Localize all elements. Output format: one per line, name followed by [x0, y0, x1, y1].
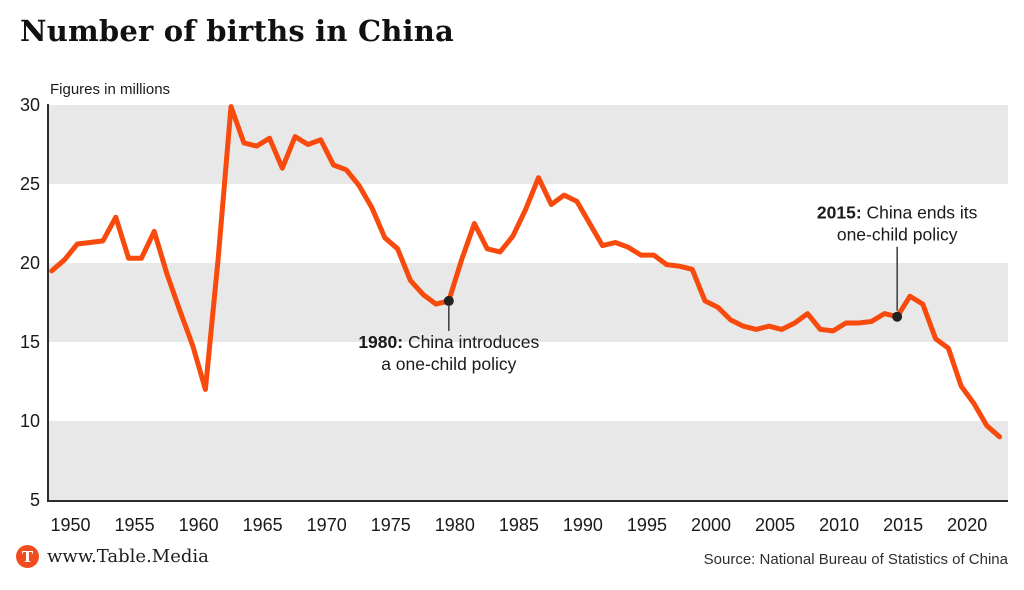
axis-lines [47, 104, 1008, 502]
x-tick-label: 1980 [435, 515, 475, 535]
y-tick-label: 10 [20, 411, 40, 431]
births-line [49, 104, 1003, 440]
x-tick-label: 1955 [115, 515, 155, 535]
brand-footer: T www.Table.Media [16, 545, 209, 568]
annotation-text-line1: 1980: China introduces [358, 332, 539, 352]
grid-band [48, 105, 1008, 184]
y-tick-label: 30 [20, 95, 40, 115]
annotation-text-line1: 2015: China ends its [817, 203, 978, 223]
annotation-dot [443, 295, 454, 306]
x-tick-label: 1950 [50, 515, 90, 535]
x-tick-label: 1985 [499, 515, 539, 535]
x-tick-label: 2015 [883, 515, 923, 535]
y-tick-label: 5 [30, 490, 40, 510]
y-tick-label: 15 [20, 332, 40, 352]
x-tick-label: 1995 [627, 515, 667, 535]
brand-url: www.Table.Media [47, 546, 209, 567]
x-tick-label: 2010 [819, 515, 859, 535]
source-credit: Source: National Bureau of Statistics of… [703, 551, 1008, 568]
table-media-logo-icon: T [16, 545, 39, 568]
y-axis-unit-label: Figures in millions [50, 81, 171, 98]
x-tick-label: 1965 [243, 515, 283, 535]
annotation-text-line2: one-child policy [837, 225, 958, 245]
annotation-text-line2: a one-child policy [381, 354, 516, 374]
grid-band [48, 421, 1008, 500]
y-tick-label: 20 [20, 253, 40, 273]
grid-band [48, 263, 1008, 342]
x-tick-label: 2000 [691, 515, 731, 535]
x-tick-label: 1975 [371, 515, 411, 535]
x-tick-label: 1960 [179, 515, 219, 535]
x-tick-label: 2005 [755, 515, 795, 535]
annotation-dot [892, 311, 903, 322]
x-tick-label: 2020 [947, 515, 987, 535]
x-tick-label: 1970 [307, 515, 347, 535]
x-tick-label: 1990 [563, 515, 603, 535]
page-title: Number of births in China [20, 14, 455, 48]
y-tick-label: 25 [20, 174, 40, 194]
